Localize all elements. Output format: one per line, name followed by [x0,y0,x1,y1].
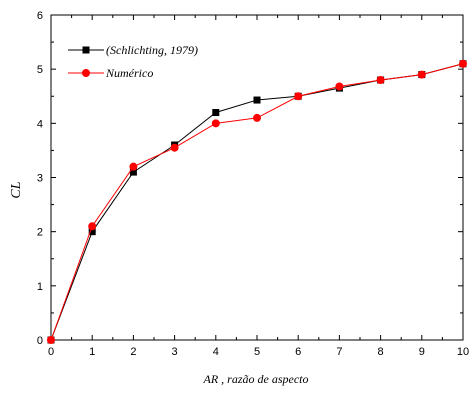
x-tick-label: 9 [419,346,425,358]
data-point-circle [335,82,344,91]
x-tick-label: 3 [172,346,178,358]
x-tick-label: 2 [130,346,136,358]
data-point-square [88,228,96,236]
y-axis-label: CL [9,181,24,198]
legend-item-1: (Schlichting, 1979) [68,43,198,57]
y-tick-label: 1 [37,281,43,293]
data-point-circle [417,70,426,79]
axis-ticks: 0 1 2 3 4 5 6 7 8 9 10 0 1 2 3 4 5 6 [37,10,469,358]
data-point-circle [253,113,261,122]
y-tick-label: 4 [37,118,43,130]
data-point-circle [211,119,220,128]
x-tick-label: 1 [89,346,95,358]
data-point-circle [459,59,467,68]
data-point-square [253,96,261,104]
legend-item-2: Numérico [68,66,153,80]
data-point-circle [47,336,55,344]
x-tick-label: 10 [457,346,469,358]
data-point-circle [170,143,179,152]
y-tick-label: 2 [37,227,43,239]
x-tick-label: 6 [295,346,301,358]
plot-frame [50,14,464,341]
y-tick-label: 3 [37,173,43,185]
legend-marker-square [82,46,90,54]
series-1 [47,60,467,344]
y-tick-label: 5 [37,64,43,76]
x-tick-label: 7 [336,346,342,358]
legend-label: Numérico [105,66,153,80]
data-point-square [212,109,220,116]
y-tick-label: 0 [37,335,43,347]
x-tick-label: 4 [213,346,219,358]
legend: (Schlichting, 1979) Numérico [68,43,198,80]
data-point-circle [129,162,138,171]
x-tick-label: 0 [48,346,54,358]
series-line [50,63,464,341]
data-point-circle [88,222,97,231]
data-point-circle [294,92,303,101]
data-point-square [129,168,137,176]
x-tick-label: 5 [254,346,260,358]
series-group [47,59,467,344]
x-axis-label: AR , razão de aspecto [203,372,309,386]
legend-label: (Schlichting, 1979) [106,43,198,57]
series-2 [47,59,467,344]
y-tick-label: 6 [37,10,43,22]
data-point-circle [376,76,385,84]
legend-marker-circle [82,69,90,77]
plot-area-border [50,14,464,341]
x-tick-label: 8 [378,346,384,358]
